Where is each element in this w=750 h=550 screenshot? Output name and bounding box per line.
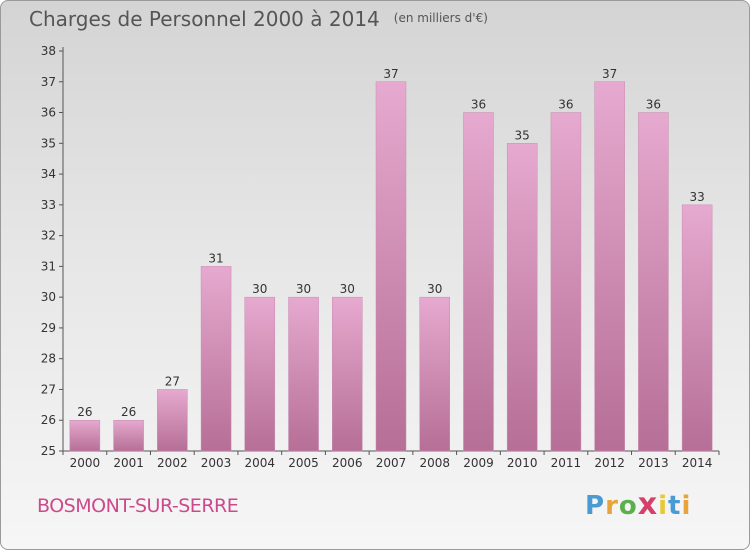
bars: 26 26 27 31 30 30 30 37 30 36 35 36 37 36 33 xyxy=(69,67,713,452)
y-tick-label: 29 xyxy=(41,321,56,335)
bar-2010[interactable] xyxy=(506,143,538,452)
chart-title: Charges de Personnel 2000 à 2014 (en mill… xyxy=(29,7,488,31)
bar-2001[interactable] xyxy=(113,419,144,452)
y-tick-label: 27 xyxy=(41,382,56,396)
x-tick-label: 2000 xyxy=(70,456,101,470)
data-label-2011: 36 xyxy=(558,98,573,112)
axes: 25 26 27 28 29 30 31 32 33 34 35 36 37 38 2000 2001 2002… xyxy=(41,44,720,470)
bar-2012[interactable] xyxy=(594,81,625,452)
y-tick-label: 37 xyxy=(41,75,56,89)
x-tick-label: 2012 xyxy=(594,456,625,470)
commune-name: BOSMONT-SUR-SERRE xyxy=(37,495,239,517)
y-tick-label: 30 xyxy=(41,290,56,304)
x-tick-label: 2005 xyxy=(288,456,319,470)
bar-2005[interactable] xyxy=(288,296,319,452)
x-tick-label: 2009 xyxy=(463,456,494,470)
x-tick-label: 2008 xyxy=(419,456,450,470)
data-label-2002: 27 xyxy=(165,374,180,388)
bar-2006[interactable] xyxy=(332,296,363,452)
y-tick-label: 33 xyxy=(41,198,56,212)
data-label-2000: 26 xyxy=(77,405,92,419)
data-label-2004: 30 xyxy=(252,282,267,296)
bar-2008[interactable] xyxy=(419,296,450,452)
x-tick-label: 2006 xyxy=(332,456,363,470)
y-tick-label: 34 xyxy=(41,167,56,181)
x-tick-label: 2002 xyxy=(157,456,188,470)
bar-2013[interactable] xyxy=(638,112,669,452)
data-label-2010: 35 xyxy=(515,128,530,142)
y-tick-label: 38 xyxy=(41,44,56,58)
data-label-2008: 30 xyxy=(427,282,442,296)
x-tick-label: 2007 xyxy=(376,456,407,470)
bar-2000[interactable] xyxy=(69,419,101,452)
x-tick-label: 2013 xyxy=(638,456,669,470)
data-label-2006: 30 xyxy=(340,282,355,296)
bar-2011[interactable] xyxy=(550,112,582,452)
x-tick-label: 2004 xyxy=(245,456,276,470)
x-tick-label: 2001 xyxy=(113,456,144,470)
chart-subtitle: (en milliers d'€) xyxy=(393,11,488,25)
y-tick-label: 28 xyxy=(41,352,56,366)
chart-title-text: Charges de Personnel 2000 à 2014 xyxy=(29,7,380,31)
y-tick-label: 26 xyxy=(41,413,56,427)
proxiti-logo[interactable]: Proxiti xyxy=(585,487,692,522)
data-label-2009: 36 xyxy=(471,98,486,112)
y-tick-label: 36 xyxy=(41,106,56,120)
data-label-2014: 33 xyxy=(689,190,704,204)
x-tick-label: 2010 xyxy=(507,456,538,470)
data-label-2007: 37 xyxy=(383,67,398,81)
bar-2004[interactable] xyxy=(244,296,276,452)
y-tick-label: 32 xyxy=(41,229,56,243)
data-label-2013: 36 xyxy=(646,98,661,112)
bar-2009[interactable] xyxy=(463,112,494,452)
y-tick-label: 35 xyxy=(41,136,56,150)
data-label-2012: 37 xyxy=(602,67,617,81)
data-label-2003: 31 xyxy=(208,251,223,265)
y-tick-label: 25 xyxy=(41,444,56,458)
x-tick-label: 2011 xyxy=(551,456,582,470)
bar-2003[interactable] xyxy=(200,266,232,452)
y-tick-label: 31 xyxy=(41,259,56,273)
data-label-2005: 30 xyxy=(296,282,311,296)
x-tick-label: 2014 xyxy=(682,456,713,470)
data-label-2001: 26 xyxy=(121,405,136,419)
x-tick-label: 2003 xyxy=(201,456,232,470)
bar-2002[interactable] xyxy=(157,389,188,452)
bar-2014[interactable] xyxy=(681,204,713,452)
bar-2007[interactable] xyxy=(375,81,407,452)
